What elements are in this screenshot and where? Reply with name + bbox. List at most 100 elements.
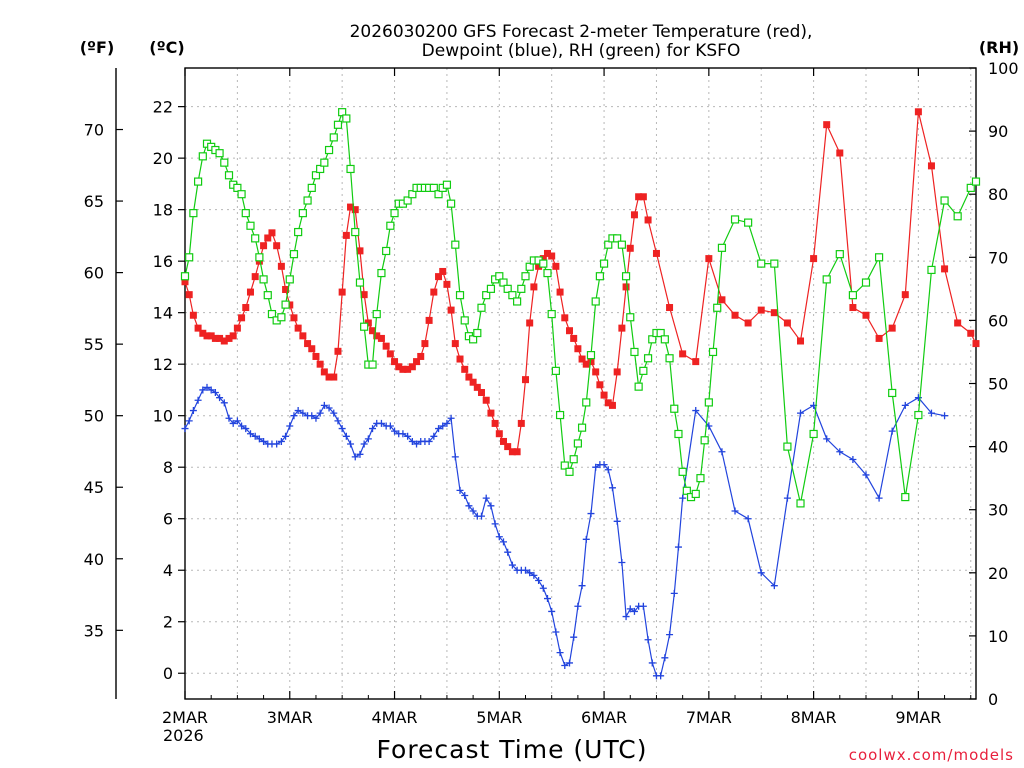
fahrenheit-tick-label: 45 <box>84 478 104 497</box>
temperature-point <box>342 231 350 239</box>
rh-point <box>888 388 897 398</box>
time-tick-label: 7MAR <box>686 708 732 727</box>
dewpoint-point <box>487 502 495 510</box>
rh-point <box>316 164 325 174</box>
series-layer <box>180 108 981 680</box>
temperature-point <box>233 324 241 332</box>
credit-label: coolwx.com/models <box>849 746 1014 764</box>
temperature-point <box>299 332 307 340</box>
time-tick-label: 5MAR <box>476 708 522 727</box>
temperature-point <box>316 360 324 368</box>
celsius-axis: 0 2 4 6 8 10 12 14 16 18 20 22 <box>153 98 185 683</box>
temperature-point <box>504 443 512 451</box>
fahrenheit-axis: 35 40 45 50 55 60 65 70 <box>84 121 123 640</box>
dewpoint-point <box>849 455 857 463</box>
temperature-point <box>539 255 547 263</box>
temperature-point <box>849 304 857 312</box>
dewpoint-point <box>413 440 421 448</box>
dewpoint-point <box>639 602 647 610</box>
temperature-point <box>443 280 451 288</box>
temperature-point <box>666 304 674 312</box>
dewpoint-point <box>351 453 359 461</box>
temperature-point <box>181 278 189 286</box>
rh-point <box>691 489 700 499</box>
rh-point <box>639 366 648 375</box>
temperature-point <box>356 247 364 255</box>
rh-point <box>233 183 242 192</box>
dewpoint-point <box>613 517 621 525</box>
temperature-point <box>941 265 949 273</box>
temperature-point <box>914 108 922 116</box>
time-tick-label: 2MAR <box>162 708 208 727</box>
rh-point <box>237 190 246 199</box>
temperature-point <box>731 311 739 319</box>
temperature-point <box>199 329 207 337</box>
rh-point <box>285 275 294 284</box>
rh-point <box>338 108 347 117</box>
rh-tick-label: 70 <box>988 248 1008 267</box>
rh-point <box>604 240 613 249</box>
dewpoint-point <box>439 422 447 430</box>
temperature-point <box>203 332 211 340</box>
dewpoint-point <box>425 437 433 445</box>
dewpoint-point <box>260 437 268 445</box>
rh-point <box>368 360 377 369</box>
temperature-point <box>967 329 975 337</box>
dewpoint-point <box>875 494 883 502</box>
rh-point <box>569 455 578 464</box>
dewpoint-point <box>233 417 241 425</box>
rh-point <box>281 300 290 309</box>
temperature-point <box>495 430 503 438</box>
dewpoint-point <box>185 417 193 425</box>
dewpoint-point <box>770 582 778 590</box>
dewpoint-point <box>312 414 320 422</box>
rh-point <box>473 328 482 338</box>
temperature-point <box>613 368 621 376</box>
rh-point <box>682 486 691 495</box>
rh-tick-label: 100 <box>988 59 1019 78</box>
dewpoint-point <box>666 631 674 639</box>
temperature-point <box>435 273 443 281</box>
temperature-point <box>225 334 233 342</box>
rh-point <box>386 221 395 230</box>
dewpoint-point <box>604 466 612 474</box>
dewpoint-point <box>578 582 586 590</box>
dewpoint-point <box>347 440 355 448</box>
celsius-unit-label: (ºC) <box>149 38 184 57</box>
rh-point <box>744 218 753 227</box>
dewpoint-point <box>220 399 228 407</box>
rh-point <box>634 382 643 391</box>
temperature-point <box>351 206 359 214</box>
rh-point <box>390 209 399 218</box>
dewpoint-point <box>391 427 399 435</box>
dewpoint-point <box>491 520 499 528</box>
rh-point <box>565 467 574 476</box>
temperature-point <box>238 314 246 322</box>
fahrenheit-unit-label: (ºF) <box>80 38 115 57</box>
temperature-point <box>508 448 516 456</box>
dewpoint-point <box>386 422 394 430</box>
time-axis: 2MAR 3MAR 4MAR 5MAR 6MAR 7MAR 8MAR 9MAR <box>162 68 972 727</box>
dewpoint-point <box>626 605 634 613</box>
dewpoint-point <box>757 569 765 577</box>
dewpoint-point <box>618 558 626 566</box>
temperature-point <box>330 373 338 381</box>
dewpoint-point <box>238 422 246 430</box>
dewpoint-point <box>679 494 687 502</box>
temperature-point <box>395 363 403 371</box>
temperature-point <box>543 249 551 257</box>
rh-point <box>901 492 910 502</box>
dewpoint-point <box>927 409 935 417</box>
dewpoint-point <box>508 561 516 569</box>
temperature-point <box>836 149 844 157</box>
temperature-point <box>264 234 272 242</box>
rh-tick-label: 20 <box>988 564 1008 583</box>
rh-point <box>460 316 469 325</box>
dewpoint-point <box>582 535 590 543</box>
rh-point <box>573 439 582 448</box>
temperature-point <box>189 311 197 319</box>
dewpoint-point <box>592 463 600 471</box>
temperature-point <box>770 309 778 317</box>
rh-unit-label: (RH) <box>979 38 1019 57</box>
fahrenheit-tick-label: 50 <box>84 407 104 426</box>
